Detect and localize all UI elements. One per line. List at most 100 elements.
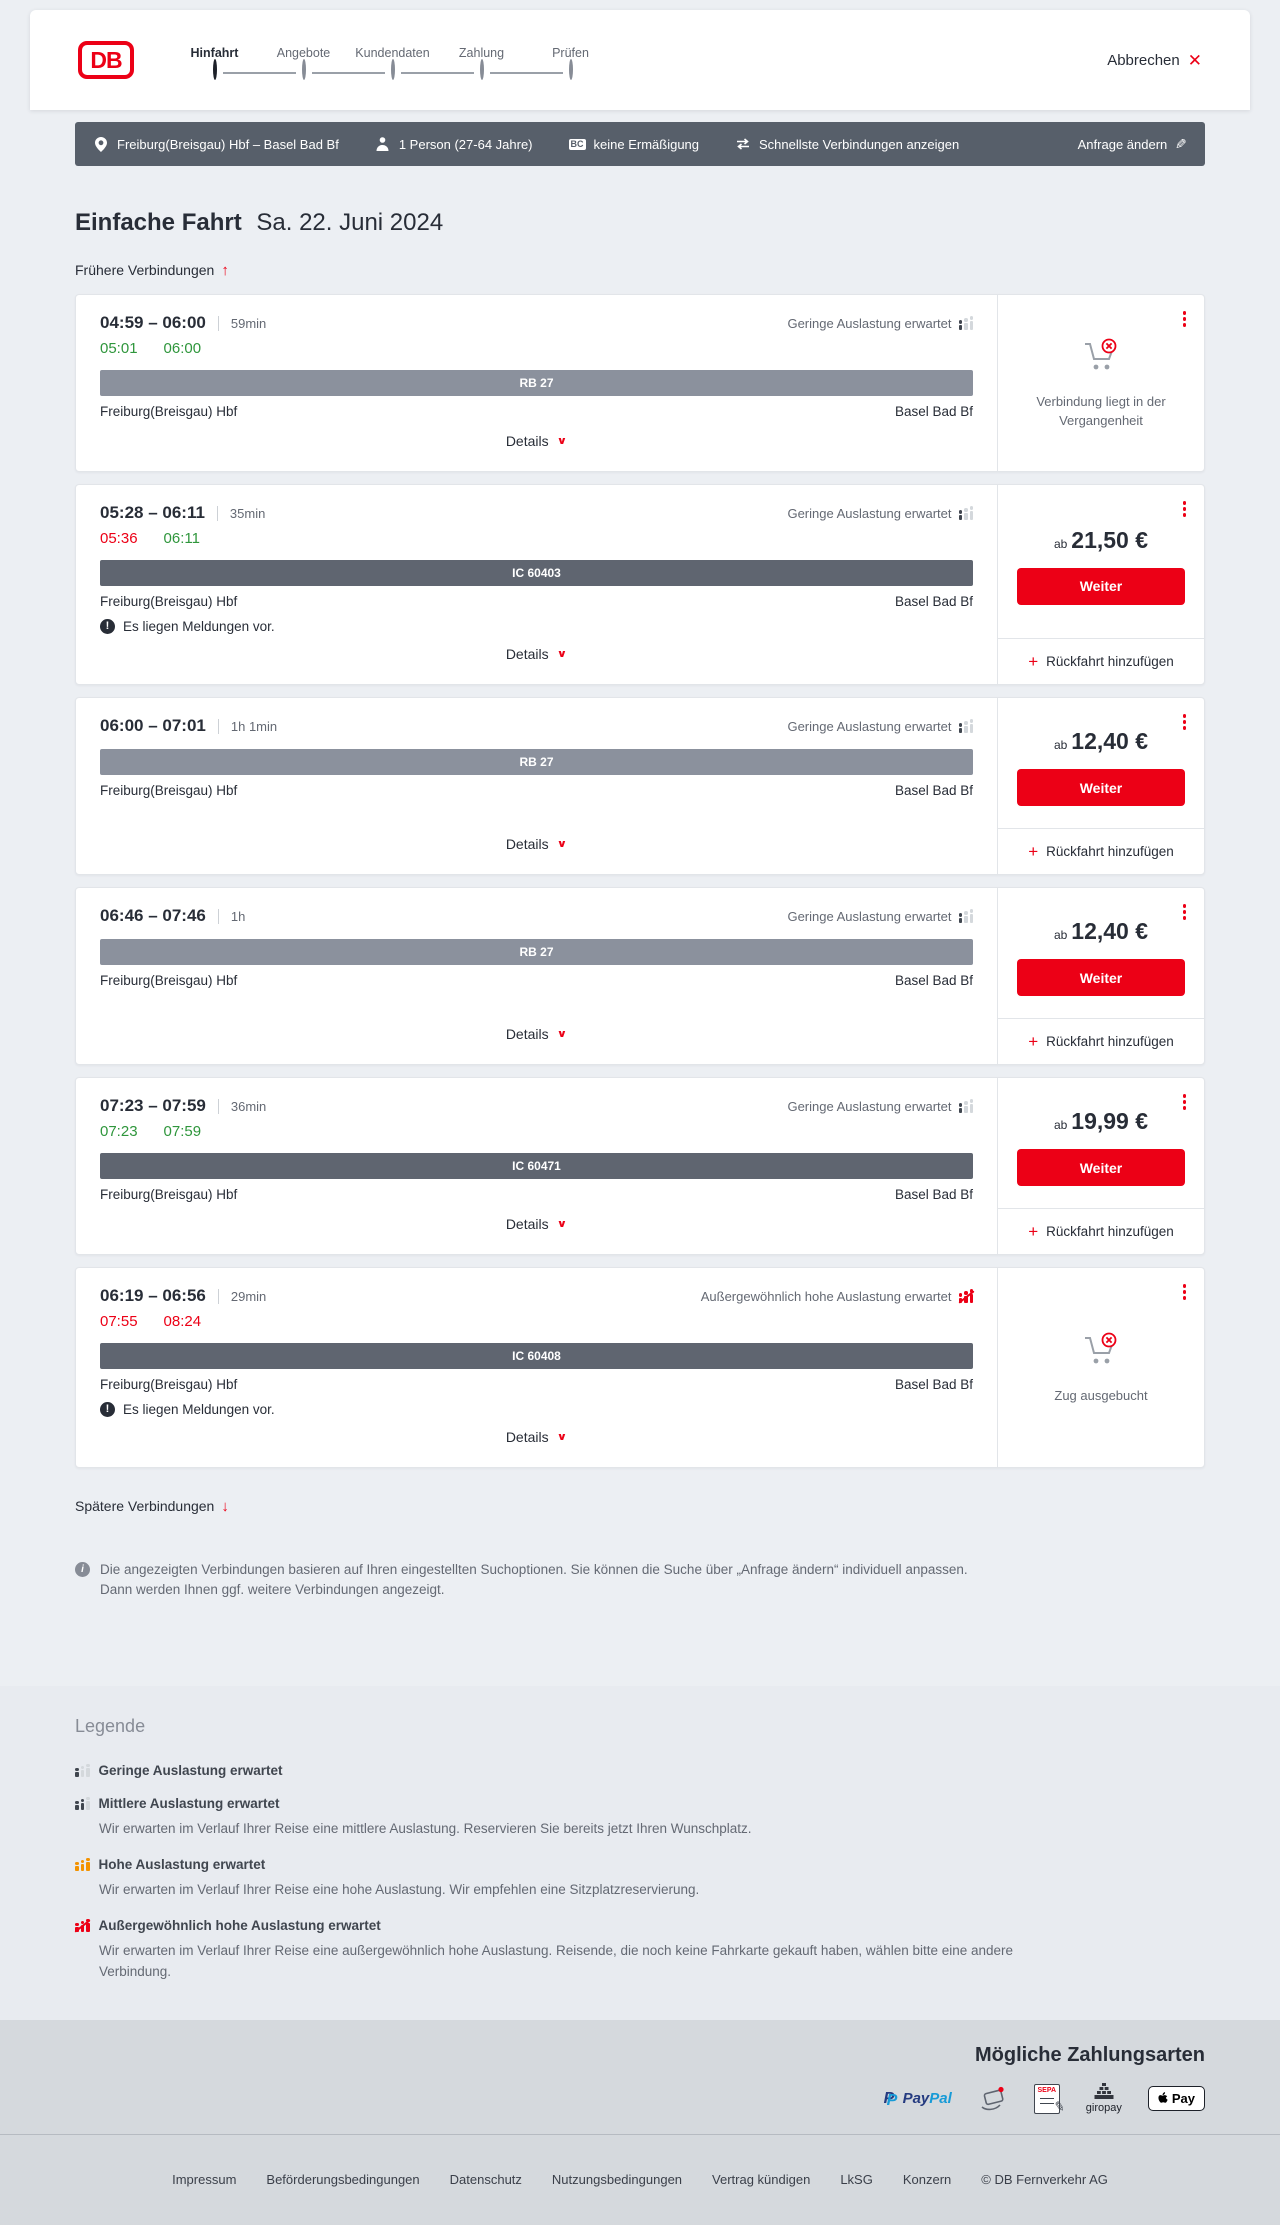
add-return-label: Rückfahrt hinzufügen [1046, 1034, 1174, 1049]
occupancy-icon [958, 1099, 973, 1113]
footer-link[interactable]: Impressum [172, 2172, 237, 2187]
exclamation-icon: ! [100, 1402, 115, 1417]
connection-times: 06:19 – 06:56 [100, 1286, 206, 1305]
stepper-step[interactable]: Angebote [222, 45, 348, 80]
connection-times: 06:46 – 07:46 [100, 906, 206, 925]
kebab-menu-button[interactable] [1179, 307, 1191, 331]
offer-footer: + Rückfahrt hinzufügen [998, 828, 1204, 874]
weiter-button[interactable]: Weiter [1017, 769, 1185, 806]
connection-card: 06:46 – 07:46 1h Geringe Auslastung erwa… [75, 887, 1205, 1065]
progress-stepper: Hinfahrt Angebote Kundendaten Zahlung Pr… [170, 45, 615, 80]
connection-list: 04:59 – 06:00 59min Geringe Auslastung e… [75, 294, 1205, 1468]
person-icon [375, 136, 391, 152]
connection-card: 06:19 – 06:56 29min Außergewöhnlich hohe… [75, 1267, 1205, 1468]
arrival-station: Basel Bad Bf [894, 594, 973, 609]
bahncard-icon: BC [568, 138, 586, 150]
earlier-connections-label: Frühere Verbindungen [75, 262, 215, 278]
occupancy-label: Geringe Auslastung erwartet [787, 505, 952, 521]
location-pin-icon [93, 136, 109, 152]
legend-item-description: Wir erwarten im Verlauf Ihrer Reise eine… [99, 1882, 700, 1897]
kebab-menu-button[interactable] [1179, 497, 1191, 521]
route-bar[interactable]: RB 27 [100, 939, 973, 965]
add-return-button[interactable]: + Rückfahrt hinzufügen [1028, 1033, 1174, 1050]
kebab-menu-button[interactable] [1179, 710, 1191, 734]
details-button[interactable]: Details ∨ [502, 1204, 571, 1244]
details-button[interactable]: Details ∨ [502, 634, 571, 674]
kebab-menu-button[interactable] [1179, 1280, 1191, 1304]
apple-pay-icon: Pay [1147, 2086, 1205, 2111]
cancel-button[interactable]: Abbrechen ✕ [1107, 52, 1202, 69]
connection-card: 04:59 – 06:00 59min Geringe Auslastung e… [75, 294, 1205, 472]
step-label: Hinfahrt [190, 46, 239, 60]
price-value: 19,99 € [1071, 1108, 1149, 1134]
connection-times: 04:59 – 06:00 [100, 313, 206, 332]
plus-icon: + [1028, 1032, 1039, 1051]
train-label: IC 60403 [512, 566, 561, 580]
arrow-up-icon: ↑ [221, 261, 229, 279]
realtime-time: 06:00 [163, 340, 202, 357]
realtime-time: 07:55 [100, 1313, 138, 1330]
occupancy-icon [958, 316, 973, 330]
step-dot-icon [479, 59, 484, 80]
route-bar[interactable]: IC 60408 [100, 1343, 973, 1369]
payment-title: Mögliche Zahlungsarten [974, 2044, 1205, 2066]
offer-price: ab 21,50 € Weiter [998, 485, 1204, 638]
occupancy-icon [958, 909, 973, 923]
route-text: Freiburg(Breisgau) Hbf – Basel Bad Bf [117, 136, 339, 152]
stepper-step[interactable]: Zahlung [400, 45, 526, 80]
add-return-button[interactable]: + Rückfahrt hinzufügen [1028, 843, 1174, 860]
connection-times: 05:28 – 06:11 [100, 503, 205, 522]
weiter-button[interactable]: Weiter [1017, 1149, 1185, 1186]
details-button[interactable]: Details ∨ [502, 421, 571, 461]
occupancy-icon [75, 1796, 90, 1810]
app-header: DB Hinfahrt Angebote Kundendaten Zahlung… [30, 10, 1250, 110]
arrival-station: Basel Bad Bf [894, 1377, 973, 1392]
route-bar[interactable]: RB 27 [100, 749, 973, 775]
price-value: 12,40 € [1071, 918, 1149, 944]
exclamation-icon: ! [100, 619, 115, 634]
footer-link[interactable]: Nutzungsbedingungen [551, 2172, 683, 2187]
footer-link[interactable]: LkSG [840, 2172, 873, 2187]
offer-panel: ab 12,40 € Weiter + Rückfahrt hinzufügen [997, 698, 1204, 874]
cart-unavailable-icon [1080, 1331, 1122, 1374]
arrival-station: Basel Bad Bf [894, 404, 973, 419]
route-bar[interactable]: IC 60403 [100, 560, 973, 586]
passengers-text: 1 Person (27-64 Jahre) [398, 136, 533, 152]
pencil-icon: ✎ [1175, 135, 1187, 152]
occupancy-icon [958, 506, 973, 520]
edit-request-label: Anfrage ändern [1077, 136, 1168, 152]
kebab-menu-button[interactable] [1179, 1090, 1191, 1114]
route-bar[interactable]: RB 27 [100, 370, 973, 396]
details-button[interactable]: Details ∨ [502, 824, 571, 864]
info-icon: i [75, 1562, 90, 1577]
sepa-icon: SEPA ✎ [1033, 2083, 1066, 2114]
journey-type: Einfache Fahrt [75, 209, 242, 236]
stepper-step[interactable]: Prüfen [489, 45, 615, 80]
realtime-times: 05:01 06:00 [100, 340, 973, 357]
route-bar[interactable]: IC 60471 [100, 1153, 973, 1179]
connection-duration: 35min [216, 505, 265, 521]
stepper-step[interactable]: Kundendaten [311, 45, 437, 80]
add-return-button[interactable]: + Rückfahrt hinzufügen [1028, 1223, 1174, 1240]
footer-link[interactable]: Vertrag kündigen [712, 2172, 811, 2187]
edit-request-button[interactable]: Anfrage ändern ✎ [1078, 136, 1187, 153]
footer-link[interactable]: Datenschutz [449, 2172, 522, 2187]
stepper-step[interactable]: Hinfahrt [170, 45, 259, 80]
price-prefix: ab [1053, 1118, 1068, 1132]
legend-items: Geringe Auslastung erwartet Mittlere Aus… [75, 1763, 1205, 1982]
offer-status: Verbindung liegt in der Vergangenheit [998, 295, 1204, 471]
db-logo[interactable]: DB [78, 41, 134, 79]
kebab-menu-button[interactable] [1179, 900, 1191, 924]
footer-link[interactable]: Konzern [902, 2172, 952, 2187]
weiter-button[interactable]: Weiter [1017, 959, 1185, 996]
later-connections-button[interactable]: Spätere Verbindungen ↓ [75, 1498, 229, 1514]
details-button[interactable]: Details ∨ [502, 1417, 571, 1457]
occupancy-icon [958, 719, 973, 733]
connection-duration: 59min [217, 315, 266, 331]
price-prefix: ab [1053, 928, 1068, 942]
add-return-button[interactable]: + Rückfahrt hinzufügen [1028, 653, 1174, 670]
earlier-connections-button[interactable]: Frühere Verbindungen ↑ [75, 262, 229, 278]
footer-link[interactable]: Beförderungsbedingungen [266, 2172, 420, 2187]
details-button[interactable]: Details ∨ [502, 1014, 571, 1054]
weiter-button[interactable]: Weiter [1017, 567, 1185, 605]
